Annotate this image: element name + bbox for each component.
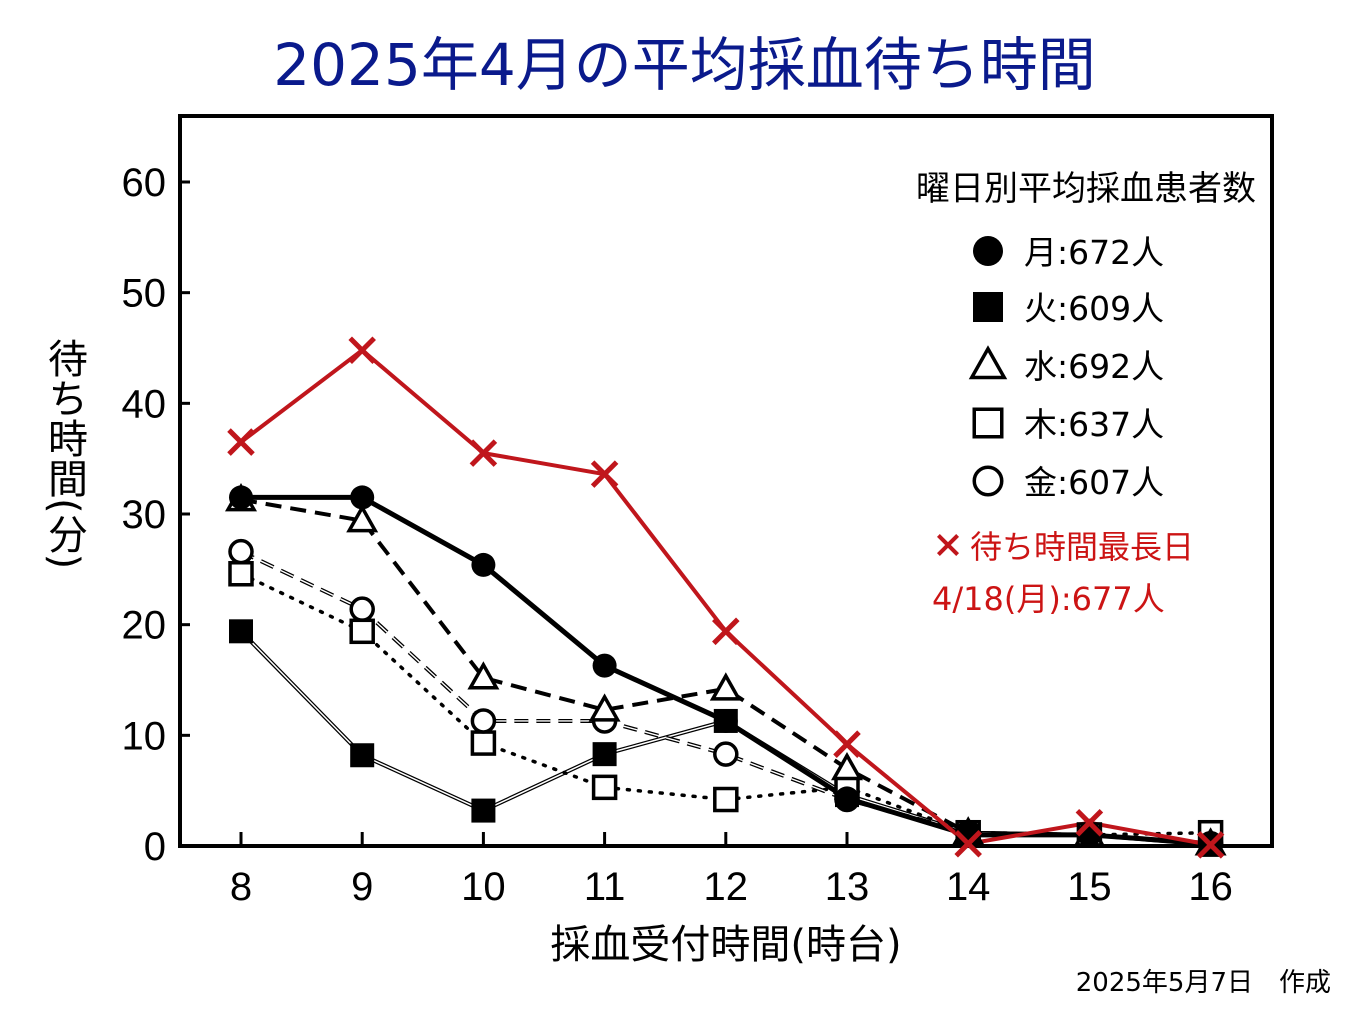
- data-point: [350, 743, 374, 767]
- y-axis-title: 待ち時間(分): [41, 338, 87, 569]
- data-point: [594, 776, 616, 798]
- x-tick-label: 9: [351, 865, 373, 909]
- data-point: [715, 789, 737, 811]
- legend-label: 金:607人: [1024, 463, 1164, 502]
- data-point: [471, 799, 495, 823]
- data-point: [1077, 823, 1101, 847]
- data-point: [471, 553, 495, 577]
- data-point: [229, 430, 253, 454]
- legend-item: 水:692人: [972, 347, 1164, 386]
- x-tick-label: 16: [1188, 865, 1233, 909]
- legend-marker: [974, 467, 1002, 495]
- series-2-points: [229, 619, 1223, 857]
- legend-title: 曜日別平均採血患者数: [916, 169, 1256, 209]
- data-point: [593, 742, 617, 766]
- legend-label: 木:637人: [1024, 405, 1164, 444]
- legend-item: 金:607人: [974, 463, 1164, 502]
- y-tick-label: 0: [144, 825, 166, 869]
- data-point: [472, 710, 494, 732]
- legend-marker: [972, 349, 1005, 378]
- data-point: [472, 732, 494, 754]
- x-tick-label: 10: [461, 865, 506, 909]
- legend-marker: [974, 409, 1002, 437]
- data-point: [351, 598, 373, 620]
- data-point: [351, 620, 373, 642]
- y-tick-label: 60: [122, 161, 167, 205]
- series-line: [241, 631, 1211, 845]
- legend-item: 待ち時間最長日: [938, 528, 1194, 566]
- y-tick-label: 40: [122, 382, 167, 426]
- data-point: [350, 338, 374, 362]
- data-point: [229, 619, 253, 643]
- data-point: [229, 485, 253, 509]
- y-tick-label: 20: [122, 604, 167, 648]
- legend-item: 火:609人: [973, 289, 1164, 328]
- x-tick-label: 14: [946, 865, 991, 909]
- legend-label: 火:609人: [1024, 289, 1164, 328]
- x-tick-label: 12: [704, 865, 749, 909]
- legend-item: 木:637人: [974, 405, 1164, 444]
- legend: 曜日別平均採血患者数 月:672人火:609人水:692人木:637人金:607…: [916, 169, 1256, 618]
- legend-marker: [973, 292, 1003, 322]
- data-point: [713, 676, 739, 699]
- x-axis-title: 採血受付時間(時台): [550, 922, 901, 968]
- data-point: [593, 654, 617, 678]
- data-point: [834, 756, 860, 779]
- x-tick-label: 13: [825, 865, 870, 909]
- y-tick-label: 50: [122, 272, 167, 316]
- data-point: [714, 709, 738, 733]
- data-point: [714, 619, 738, 643]
- annotation-label: 4/18(月):677人: [932, 580, 1165, 618]
- data-point: [230, 563, 252, 585]
- data-point: [715, 743, 737, 765]
- x-tick-label: 11: [584, 865, 626, 909]
- legend-label: 水:692人: [1024, 347, 1164, 386]
- series-2: [241, 631, 1211, 845]
- legend-label: 待ち時間最長日: [970, 528, 1194, 566]
- legend-label: 月:672人: [1024, 233, 1164, 272]
- x-tick-label: 15: [1067, 865, 1112, 909]
- created-date: 2025年5月7日 作成: [1076, 962, 1331, 999]
- data-point: [350, 485, 374, 509]
- legend-marker: [938, 535, 957, 554]
- y-tick-label: 30: [122, 493, 167, 537]
- x-tick-label: 8: [230, 865, 252, 909]
- data-point: [230, 541, 252, 563]
- series-line: [241, 631, 1211, 845]
- legend-marker: [973, 236, 1003, 266]
- legend-item: 月:672人: [973, 233, 1164, 272]
- data-point: [835, 786, 859, 810]
- y-tick-label: 10: [122, 714, 167, 758]
